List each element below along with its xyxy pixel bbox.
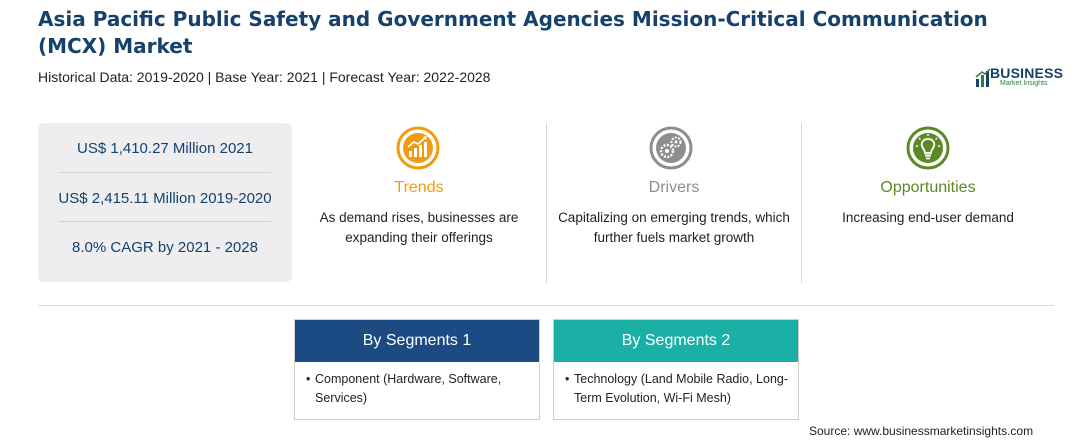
source-note: Source: www.businessmarketinsights.com (809, 424, 1034, 438)
trends-text: As demand rises, businesses are expandin… (319, 210, 519, 245)
page-subtitle: Historical Data: 2019-2020 | Base Year: … (38, 69, 491, 85)
column-divider (546, 123, 547, 283)
drivers-title: Drivers (648, 179, 700, 196)
segment-card-2: By Segments 2 • Technology (Land Mobile … (553, 319, 799, 420)
stat-market-size-2021: US$ 1,410.27 Million 2021 (77, 140, 253, 157)
lightbulb-icon (906, 126, 950, 170)
logo-tagline: Market Insights (1000, 80, 1048, 87)
trend-chart-icon (396, 126, 440, 170)
stat-divider (59, 172, 271, 173)
opportunities-title: Opportunities (880, 179, 976, 196)
stat-market-size-historical: US$ 2,415.11 Million 2019-2020 (58, 190, 272, 207)
section-divider (38, 305, 1054, 306)
brand-logo: BUSINESS Market Insights (975, 64, 1065, 92)
segment-1-title: By Segments 1 (295, 320, 539, 362)
gears-icon (649, 126, 693, 170)
segment-2-body: • Technology (Land Mobile Radio, Long-Te… (554, 362, 798, 408)
logo-wordmark: BUSINESS (990, 65, 1064, 81)
bullet-icon: • (565, 372, 570, 386)
page-title: Asia Pacific Public Safety and Governmen… (38, 7, 988, 58)
segment-1-item: Component (Hardware, Software, Services) (315, 372, 502, 405)
drivers-text: Capitalizing on emerging trends, which f… (558, 210, 790, 245)
segment-2-title: By Segments 2 (554, 320, 798, 362)
key-stats-panel: US$ 1,410.27 Million 2021 US$ 2,415.11 M… (38, 123, 292, 282)
trends-title: Trends (394, 179, 444, 196)
opportunities-text: Increasing end-user demand (842, 210, 1014, 225)
bullet-icon: • (306, 372, 311, 386)
segment-2-item: Technology (Land Mobile Radio, Long-Term… (574, 372, 789, 405)
logo-mark-icon (975, 68, 991, 87)
column-divider (801, 123, 802, 283)
stat-cagr: 8.0% CAGR by 2021 - 2028 (72, 239, 258, 256)
segment-card-1: By Segments 1 • Component (Hardware, Sof… (294, 319, 540, 420)
stat-divider (59, 221, 271, 222)
segment-1-body: • Component (Hardware, Software, Service… (295, 362, 539, 408)
